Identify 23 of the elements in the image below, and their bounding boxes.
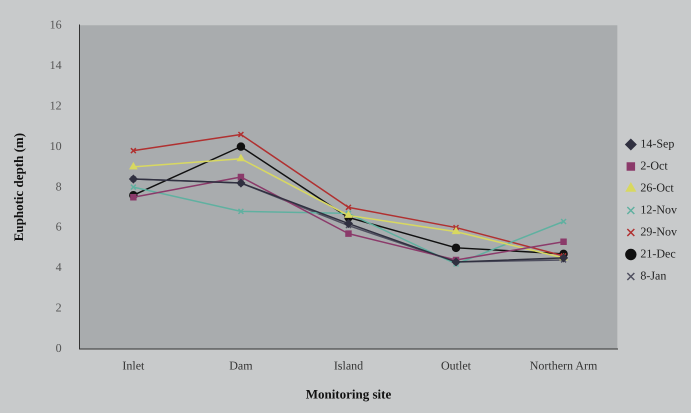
- legend-label: 8-Jan: [640, 268, 666, 283]
- y-axis-title: Euphotic depth (m): [11, 132, 26, 242]
- y-tick-label: 2: [56, 300, 62, 315]
- y-tick-label: 0: [56, 341, 62, 356]
- x-tick-label: Dam: [229, 358, 254, 372]
- legend-label: 12-Nov: [640, 202, 678, 217]
- x-axis-title: Monitoring site: [306, 386, 392, 402]
- y-tick-label: 10: [50, 138, 62, 153]
- y-tick-label: 14: [50, 58, 62, 72]
- legend-label: 26-Oct: [640, 180, 674, 195]
- y-tick-label: 16: [50, 17, 62, 32]
- x-tick-label: Island: [334, 358, 364, 372]
- y-tick-label: 12: [50, 98, 62, 112]
- x-tick-label: Outlet: [441, 358, 472, 372]
- y-tick-label: 6: [56, 220, 62, 234]
- legend-label: 21-Dec: [640, 246, 676, 261]
- y-tick-label: 4: [56, 260, 62, 274]
- x-tick-label: Northern Arm: [530, 358, 598, 372]
- legend-label: 2-Oct: [640, 158, 668, 173]
- y-tick-label: 8: [56, 179, 62, 194]
- legend-label: 14-Sep: [640, 136, 674, 151]
- x-tick-label: Inlet: [122, 358, 146, 372]
- legend-label: 29-Nov: [640, 224, 678, 239]
